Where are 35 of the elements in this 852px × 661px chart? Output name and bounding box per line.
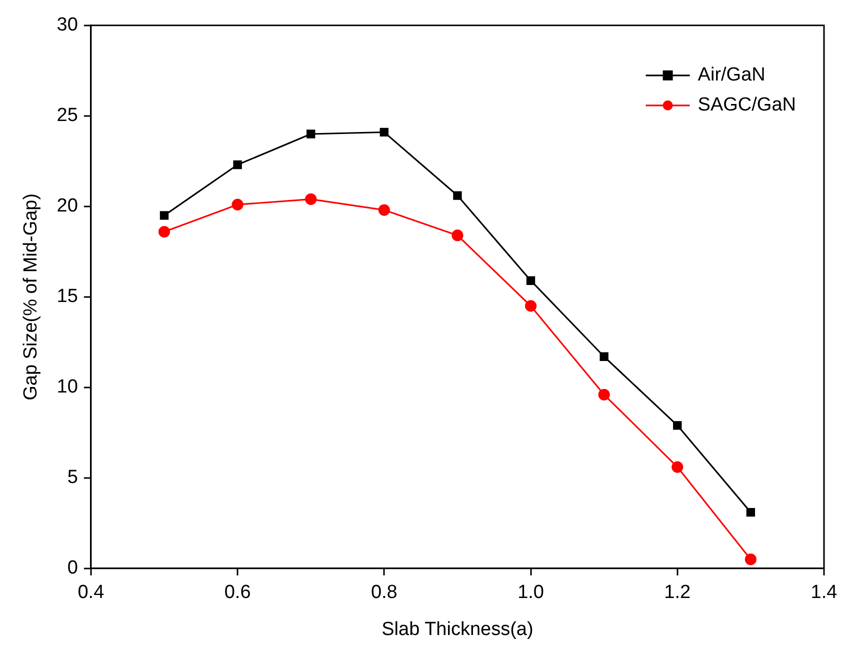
point (452, 230, 464, 242)
point (746, 508, 756, 517)
legend-label: Air/GaN (698, 64, 766, 86)
y-tick-label: 10 (56, 376, 78, 398)
point (378, 204, 390, 216)
point (598, 388, 610, 400)
point (526, 276, 536, 285)
x-tick-label: 0.6 (224, 582, 251, 604)
point (672, 461, 684, 473)
point (232, 198, 244, 210)
point (233, 160, 242, 170)
point (305, 193, 317, 205)
point (453, 191, 462, 200)
point (600, 352, 608, 361)
point (160, 211, 169, 220)
legend-label: SAGC/GaN (698, 94, 796, 116)
y-tick-label: 5 (67, 467, 78, 488)
y-tick-label: 0 (67, 558, 78, 579)
y-tick-label: 20 (56, 196, 78, 217)
x-tick-label: 0.8 (370, 582, 398, 604)
y-tick-label: 25 (56, 105, 78, 126)
y-tick-label: 15 (56, 286, 78, 308)
x-tick-label: 1.2 (664, 582, 691, 604)
x-tick-label: 1.4 (810, 582, 838, 604)
point (673, 421, 682, 430)
x-tick-label: 1.0 (518, 582, 544, 604)
x-tick-label: 0.4 (78, 582, 105, 604)
point (306, 130, 316, 138)
x-axis-title: Slab Thickness(a) (382, 618, 534, 640)
point (744, 554, 756, 566)
point (524, 300, 537, 312)
point (380, 128, 388, 137)
y-tick-label: 30 (56, 14, 78, 36)
y-axis-title: Gap Size(% of Mid-Gap) (20, 193, 42, 400)
point (158, 226, 170, 238)
